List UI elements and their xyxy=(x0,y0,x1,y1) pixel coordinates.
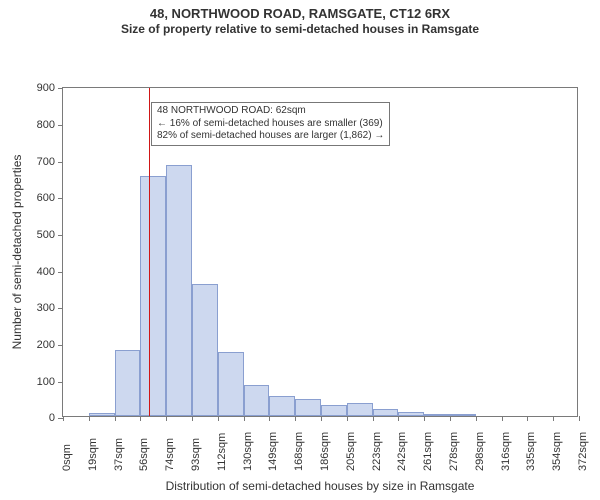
xtick-mark xyxy=(450,416,451,421)
xtick-label: 205sqm xyxy=(345,432,357,471)
xtick-label: 372sqm xyxy=(577,432,589,471)
xtick-label: 242sqm xyxy=(396,432,408,471)
ytick-label: 700 xyxy=(37,156,63,168)
ytick-label: 500 xyxy=(37,229,63,241)
histogram-bar xyxy=(347,403,373,416)
ytick-label: 400 xyxy=(37,266,63,278)
histogram-bar xyxy=(192,284,218,416)
histogram-bar xyxy=(140,176,166,416)
xtick-mark xyxy=(476,416,477,421)
ytick-label: 300 xyxy=(37,302,63,314)
xtick-mark xyxy=(295,416,296,421)
xtick-label: 223sqm xyxy=(371,432,383,471)
xtick-label: 278sqm xyxy=(448,432,460,471)
annotation-line1: 48 NORTHWOOD ROAD: 62sqm xyxy=(157,105,384,118)
histogram-bar xyxy=(321,405,347,416)
page-title-line1: 48, NORTHWOOD ROAD, RAMSGATE, CT12 6RX xyxy=(0,6,600,22)
annotation-box: 48 NORTHWOOD ROAD: 62sqm← 16% of semi-de… xyxy=(151,102,390,146)
xtick-label: 56sqm xyxy=(138,438,150,471)
ytick-label: 600 xyxy=(37,192,63,204)
xtick-label: 335sqm xyxy=(525,432,537,471)
xtick-label: 298sqm xyxy=(474,432,486,471)
xtick-mark xyxy=(140,416,141,421)
annotation-line2: ← 16% of semi-detached houses are smalle… xyxy=(157,118,384,131)
xtick-label: 149sqm xyxy=(267,432,279,471)
xtick-mark xyxy=(63,416,64,421)
xtick-mark xyxy=(89,416,90,421)
histogram-bar xyxy=(218,352,244,416)
xtick-label: 112sqm xyxy=(216,433,228,471)
x-axis-label: Distribution of semi-detached houses by … xyxy=(166,479,475,493)
histogram-bar xyxy=(398,412,424,416)
xtick-mark xyxy=(424,416,425,421)
xtick-mark xyxy=(347,416,348,421)
annotation-line3: 82% of semi-detached houses are larger (… xyxy=(157,130,384,143)
xtick-label: 19sqm xyxy=(87,438,99,471)
ytick-label: 100 xyxy=(37,376,63,388)
xtick-mark xyxy=(527,416,528,421)
xtick-label: 186sqm xyxy=(319,432,331,471)
xtick-label: 0sqm xyxy=(61,444,73,471)
histogram-bar xyxy=(115,350,141,416)
xtick-mark xyxy=(244,416,245,421)
xtick-mark xyxy=(373,416,374,421)
xtick-mark xyxy=(166,416,167,421)
histogram-bar xyxy=(269,396,295,416)
xtick-label: 37sqm xyxy=(113,438,125,471)
histogram-bar xyxy=(166,165,192,417)
xtick-mark xyxy=(398,416,399,421)
histogram-bar xyxy=(244,385,270,416)
xtick-label: 168sqm xyxy=(293,432,305,471)
xtick-mark xyxy=(192,416,193,421)
xtick-mark xyxy=(579,416,580,421)
xtick-label: 74sqm xyxy=(164,438,176,471)
page-title-line2: Size of property relative to semi-detach… xyxy=(0,22,600,37)
ytick-label: 0 xyxy=(49,412,63,424)
xtick-label: 93sqm xyxy=(190,438,202,471)
ytick-label: 200 xyxy=(37,339,63,351)
xtick-label: 261sqm xyxy=(422,432,434,471)
xtick-label: 354sqm xyxy=(551,432,563,471)
xtick-mark xyxy=(218,416,219,421)
histogram-bar xyxy=(450,414,476,416)
xtick-label: 316sqm xyxy=(500,432,512,471)
histogram-bar xyxy=(89,413,115,417)
xtick-label: 130sqm xyxy=(242,432,254,471)
xtick-mark xyxy=(502,416,503,421)
histogram-bar xyxy=(424,414,450,416)
ytick-label: 900 xyxy=(37,82,63,94)
histogram-bar xyxy=(373,409,399,416)
y-axis-label: Number of semi-detached properties xyxy=(10,155,24,350)
xtick-mark xyxy=(321,416,322,421)
plot-area: 01002003004005006007008009000sqm19sqm37s… xyxy=(62,87,578,417)
marker-line xyxy=(149,88,150,416)
xtick-mark xyxy=(115,416,116,421)
ytick-label: 800 xyxy=(37,119,63,131)
histogram-bar xyxy=(295,399,321,417)
xtick-mark xyxy=(269,416,270,421)
xtick-mark xyxy=(553,416,554,421)
